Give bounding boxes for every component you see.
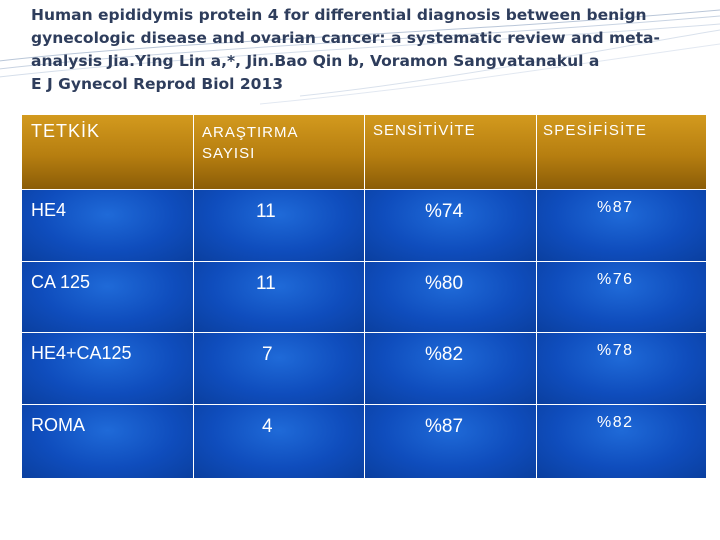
row-roma-specificity: %82 [537,405,706,478]
row-ca125-studies: 11 [194,262,364,332]
header-studies-label: ARAŞTIRMA SAYISI [202,124,298,162]
row-he4-test: HE4 [22,190,193,261]
row-he4-sensitivity: %74 [365,190,536,261]
header-specificity-label: SPESİFİSİTE [543,122,648,139]
row-ca125-specificity: %76 [537,262,706,332]
test-name: HE4+CA125 [31,343,132,363]
header-sensitivity-label: SENSİTİVİTE [373,122,476,139]
row-ca125-test: CA 125 [22,262,193,332]
row-ca125-sensitivity: %80 [365,262,536,332]
row-he4-specificity: %87 [537,190,706,261]
row-he4-ca125-specificity: %78 [537,333,706,404]
row-he4-studies: 11 [194,190,364,261]
specificity-value: %76 [597,271,634,288]
slide-title: Human epididymis protein 4 for different… [31,4,671,96]
header-studies: ARAŞTIRMA SAYISI [194,115,364,189]
title-line-3: analysis Jia.Ying Lin a,*, Jin.Bao Qin b… [31,52,600,70]
specificity-value: %82 [597,414,634,431]
title-line-2: gynecologic disease and ovarian cancer: … [31,29,660,47]
row-he4-ca125-test: HE4+CA125 [22,333,193,404]
study-count: 11 [256,273,276,294]
test-name: CA 125 [31,272,91,292]
specificity-value: %87 [597,199,634,216]
study-count: 11 [256,201,276,222]
sensitivity-value: %87 [425,416,464,437]
row-roma-sensitivity: %87 [365,405,536,478]
row-he4-ca125-sensitivity: %82 [365,333,536,404]
test-name: HE4 [31,200,67,220]
specificity-value: %78 [597,342,634,359]
row-roma-studies: 4 [194,405,364,478]
header-sensitivity: SENSİTİVİTE [365,115,536,189]
row-he4-ca125-studies: 7 [194,333,364,404]
sensitivity-value: %74 [425,201,464,222]
sensitivity-value: %80 [425,273,464,294]
title-line-4: E J Gynecol Reprod Biol 2013 [31,75,284,93]
title-line-1: Human epididymis protein 4 for different… [31,6,647,24]
decorative-swoosh-lines [0,9,720,105]
sensitivity-value: %82 [425,344,464,365]
header-test-label: TETKİK [31,121,101,141]
header-specificity: SPESİFİSİTE [537,115,706,189]
study-count: 7 [262,344,273,365]
row-roma-test: ROMA [22,405,193,478]
study-count: 4 [262,416,273,437]
results-table: TETKİK ARAŞTIRMA SAYISI SENSİTİVİTE SPES… [22,115,706,478]
test-name: ROMA [31,415,85,435]
header-test: TETKİK [22,115,193,189]
